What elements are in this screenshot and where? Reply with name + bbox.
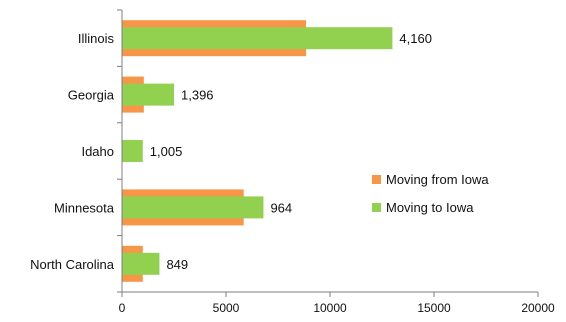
bar-moving-to-iowa (122, 140, 143, 162)
x-tick-label: 10000 (313, 301, 347, 315)
bar-moving-to-iowa (122, 252, 160, 275)
bar-moving-to-iowa (122, 27, 393, 50)
x-tick-label: 0 (119, 301, 126, 315)
data-label: 4,160 (399, 31, 432, 46)
x-tick-label: 5000 (213, 301, 240, 315)
data-labels-layer: 4,160 1,396 1,005 964 849 (150, 31, 432, 272)
category-label: North Carolina (30, 257, 115, 272)
category-label: Georgia (68, 88, 115, 103)
data-label: 1,005 (150, 144, 183, 159)
legend-swatch (372, 175, 381, 184)
legend-label: Moving to Iowa (386, 200, 474, 215)
data-label: 964 (270, 200, 292, 215)
category-label: Illinois (78, 31, 115, 46)
x-tick-label: 20000 (521, 301, 555, 315)
x-tick-label: 15000 (417, 301, 451, 315)
category-label: Minnesota (54, 200, 115, 215)
bars-layer (122, 20, 393, 282)
legend-label: Moving from Iowa (386, 172, 489, 187)
data-label: 849 (166, 257, 188, 272)
y-axis: Illinois Georgia Idaho Minnesota North Carol… (30, 9, 123, 293)
data-label: 1,396 (181, 88, 214, 103)
x-axis: 0 5000 10000 15000 20000 (119, 291, 555, 315)
bar-moving-to-iowa (122, 196, 264, 219)
legend: Moving from Iowa Moving to Iowa (372, 172, 489, 215)
bar-moving-to-iowa (122, 83, 174, 106)
legend-swatch (372, 203, 381, 212)
category-label: Idaho (81, 144, 114, 159)
